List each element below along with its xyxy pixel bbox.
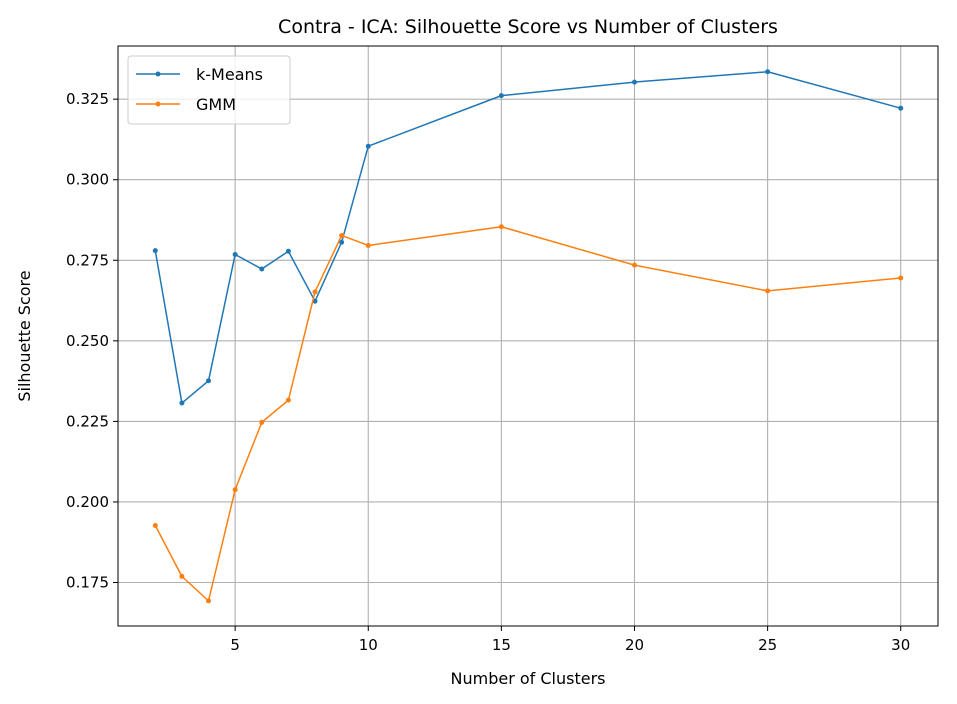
data-point-k-means [365, 143, 371, 149]
data-point-gmm [232, 487, 238, 493]
chart-title: Contra - ICA: Silhouette Score vs Number… [278, 16, 778, 38]
y-tick-label: 0.200 [66, 493, 109, 511]
y-tick-label: 0.225 [66, 412, 109, 430]
data-point-gmm [365, 242, 371, 248]
y-tick-label: 0.275 [66, 251, 109, 269]
data-point-gmm [339, 232, 345, 238]
series-layer [152, 69, 904, 604]
data-point-gmm [631, 262, 637, 268]
legend-marker [155, 71, 161, 77]
data-point-k-means [498, 93, 504, 99]
data-point-k-means [285, 248, 291, 254]
series-k-means [152, 69, 904, 406]
data-point-gmm [765, 288, 771, 294]
x-axis-label: Number of Clusters [451, 669, 606, 688]
x-tick-label: 15 [492, 636, 511, 654]
y-tick-label: 0.250 [66, 332, 109, 350]
data-point-k-means [339, 239, 345, 245]
legend-item-gmm: GMM [136, 95, 236, 114]
legend-label: k-Means [196, 65, 263, 84]
y-axis-ticks: 0.175 0.200 0.225 0.250 0.275 0.300 0.325 [66, 90, 118, 592]
y-tick-label: 0.300 [66, 171, 109, 189]
data-point-gmm [312, 289, 318, 295]
data-point-gmm [152, 522, 158, 528]
x-tick-label: 5 [230, 636, 240, 654]
data-point-k-means [206, 378, 212, 384]
grid [118, 46, 938, 626]
x-tick-label: 20 [625, 636, 644, 654]
legend: k-Means GMM [127, 55, 291, 125]
data-point-gmm [898, 275, 904, 281]
data-point-k-means [152, 248, 158, 254]
data-point-k-means [631, 79, 637, 85]
x-tick-label: 30 [891, 636, 910, 654]
data-point-k-means [232, 251, 238, 257]
data-point-gmm [179, 573, 185, 579]
legend-box [127, 55, 291, 125]
data-point-gmm [498, 224, 504, 230]
data-point-k-means [898, 105, 904, 111]
data-point-k-means [765, 69, 771, 75]
series-gmm [152, 224, 904, 604]
legend-label: GMM [196, 95, 236, 114]
y-tick-label: 0.325 [66, 90, 109, 108]
data-point-k-means [179, 400, 185, 406]
data-point-gmm [206, 598, 212, 604]
data-point-gmm [259, 419, 265, 425]
y-tick-label: 0.175 [66, 574, 109, 592]
data-point-k-means [259, 266, 265, 272]
x-tick-label: 25 [758, 636, 777, 654]
x-axis-ticks: 5 10 15 20 25 30 [230, 626, 910, 654]
legend-items: k-Means GMM [136, 65, 263, 114]
x-tick-label: 10 [359, 636, 378, 654]
data-point-gmm [285, 397, 291, 403]
plot-frame [117, 45, 939, 627]
legend-marker [155, 101, 161, 107]
legend-item-k-means: k-Means [136, 65, 263, 84]
y-axis-label: Silhouette Score [15, 270, 34, 401]
